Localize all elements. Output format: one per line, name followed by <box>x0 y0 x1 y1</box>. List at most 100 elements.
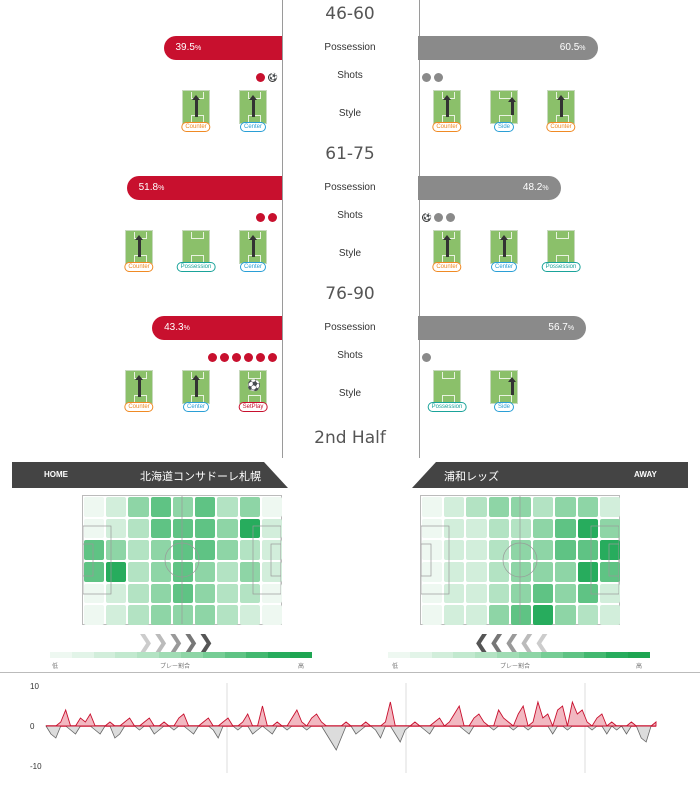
shot-goal-icon: ⚽ <box>268 73 278 82</box>
away-possession-value: 48.2% <box>522 182 549 193</box>
legend-swatch <box>628 652 650 658</box>
away-heat-legend <box>388 652 650 658</box>
away-style-card: Possession <box>427 370 467 412</box>
direction-arrow-icon <box>249 235 257 257</box>
heat-cell <box>533 562 554 582</box>
away-shot-dot <box>434 213 443 222</box>
pitch-box <box>191 255 204 262</box>
away-shot-dot <box>422 353 431 362</box>
direction-arrow-icon <box>508 377 516 395</box>
heat-cell <box>261 583 282 604</box>
away-shot-dot <box>422 73 431 82</box>
legend-swatch <box>246 652 269 658</box>
heat-cell <box>195 583 216 604</box>
home-style-card: Counter <box>124 370 154 412</box>
heat-cell <box>555 583 576 604</box>
away-momentum-area <box>45 725 656 751</box>
away-style-card: Possession <box>541 230 581 272</box>
heat-cell <box>422 583 443 604</box>
style-tag: Counter <box>124 262 154 272</box>
home-shot-dot <box>268 213 277 222</box>
heat-cell <box>466 562 487 582</box>
legend-swatch <box>180 652 203 658</box>
heat-cell <box>577 540 598 560</box>
heat-cell <box>261 605 282 625</box>
heat-cell <box>533 518 554 539</box>
shot-goal-icon: ⚽ <box>422 213 432 222</box>
heat-cell <box>466 583 487 604</box>
heat-cell <box>599 605 620 625</box>
heat-cell <box>128 540 149 560</box>
heat-cell <box>488 605 509 625</box>
heat-cell <box>444 497 465 517</box>
heat-cell <box>466 497 487 517</box>
heat-cell <box>217 497 238 517</box>
heat-cell <box>239 583 260 604</box>
heat-cell <box>84 583 105 604</box>
legend-swatch <box>388 652 410 658</box>
away-team-name: 浦和レッズ <box>444 471 499 483</box>
legend-swatch <box>159 652 181 658</box>
home-shot-dot <box>208 353 217 362</box>
direction-arrow-icon <box>443 235 451 257</box>
heat-cell <box>217 540 238 560</box>
heat-cell <box>599 518 620 539</box>
legend-swatch <box>606 652 629 658</box>
home-shot-dot <box>256 353 265 362</box>
heat-cell <box>150 518 171 539</box>
legend-swatch <box>562 652 585 658</box>
heat-cell <box>195 518 216 539</box>
home-possession-bar: 43.3% <box>152 316 282 340</box>
heat-cell <box>217 605 238 625</box>
heat-cell <box>488 562 509 582</box>
legend-swatch <box>584 652 607 658</box>
style-pitch-icon <box>433 90 461 124</box>
heat-cell <box>261 497 282 517</box>
heat-cell <box>555 518 576 539</box>
heat-cell <box>577 605 598 625</box>
away-possession-bar: 60.5% <box>418 36 598 60</box>
home-heatmap <box>82 495 282 625</box>
direction-arrow-icon <box>192 375 200 397</box>
heat-cell <box>422 497 443 517</box>
home-team-name: 北海道コンサドーレ札幌 <box>140 471 261 483</box>
legend-swatch <box>475 652 498 658</box>
heat-cell <box>488 583 509 604</box>
momentum-chart: 10 0 -10 <box>30 682 657 773</box>
heat-cell <box>239 497 260 517</box>
home-shot-dot <box>232 353 241 362</box>
pitch-box <box>248 372 261 379</box>
percent-unit: % <box>567 325 575 332</box>
style-pitch-icon <box>125 230 153 264</box>
style-tag: Counter <box>432 262 462 272</box>
direction-arrow-icon <box>135 375 143 397</box>
style-tag: Side <box>493 402 515 412</box>
heat-cell <box>195 562 216 582</box>
percent-unit: % <box>183 325 190 332</box>
center-column <box>282 0 420 458</box>
heat-cell <box>84 497 105 517</box>
style-pitch-icon <box>490 90 518 124</box>
heat-cell <box>106 605 127 625</box>
heat-cell <box>128 518 149 539</box>
style-tag: Center <box>239 122 267 132</box>
home-momentum-area <box>46 700 657 728</box>
heat-cell <box>555 497 576 517</box>
legend-swatch <box>453 652 476 658</box>
away-attack-direction-icon: ❮❮❮❮❮ <box>474 632 550 652</box>
legend-swatch <box>290 652 312 658</box>
legend-swatch <box>497 652 519 658</box>
legend-swatch <box>202 652 225 658</box>
heat-cell <box>128 605 149 625</box>
style-pitch-icon <box>547 230 575 264</box>
heat-cell <box>555 605 576 625</box>
pitch-box <box>499 395 512 402</box>
heat-cell <box>261 562 282 582</box>
percent-unit: % <box>542 185 549 192</box>
home-legend-mid: プレー割合 <box>160 664 191 670</box>
style-tag: Possession <box>427 402 467 412</box>
pitch-box <box>442 372 455 379</box>
home-shot-dot <box>268 353 277 362</box>
heat-cell <box>172 540 194 560</box>
home-style-card: Possession <box>176 230 216 272</box>
